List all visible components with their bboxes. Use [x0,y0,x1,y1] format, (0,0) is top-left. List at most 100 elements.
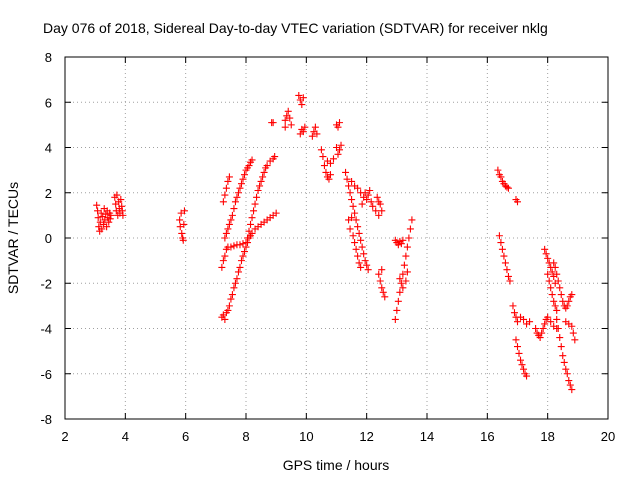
data-point [176,216,184,224]
data-point [237,257,245,265]
data-point [548,291,556,299]
data-point [358,243,366,251]
data-point [545,277,553,285]
data-point [378,207,386,215]
data-point [357,236,365,244]
data-point [351,239,359,247]
x-tick-label: 4 [122,429,129,444]
data-point [326,159,334,167]
y-tick-label: 0 [45,231,52,246]
data-point [319,153,327,161]
data-point [500,252,508,260]
data-point [106,215,114,223]
data-point [354,223,362,231]
data-point [565,377,573,385]
x-tick-label: 20 [601,429,615,444]
data-points [93,91,579,394]
data-point [568,322,576,330]
data-point [325,175,333,183]
data-point [224,225,232,233]
data-point [337,141,345,149]
data-point [118,207,126,215]
data-point [326,171,334,179]
data-point [234,189,242,197]
data-point [334,123,342,131]
data-point [550,297,558,305]
data-point [317,146,325,154]
data-point [343,175,351,183]
data-point [228,291,236,299]
data-point [248,214,256,222]
data-point [559,297,567,305]
x-axis-label: GPS time / hours [283,457,390,473]
data-point [364,266,372,274]
data-point [345,182,353,190]
y-tick-label: 2 [45,186,52,201]
data-point [234,268,242,276]
data-point [565,297,573,305]
data-point [544,313,552,321]
data-point [284,107,292,115]
data-point [225,220,233,228]
data-point [230,205,238,213]
data-point [240,171,248,179]
data-point [550,259,558,267]
data-point [509,302,517,310]
data-point [348,177,356,185]
data-point [228,211,236,219]
data-point [342,168,350,176]
data-point [94,214,102,222]
x-tick-label: 14 [420,429,434,444]
data-point [520,315,528,323]
data-point [556,284,564,292]
data-point [542,250,550,258]
data-point [520,365,528,373]
x-tick-label: 8 [242,429,249,444]
data-point [354,184,362,192]
data-point [568,291,576,299]
data-point [97,209,105,217]
data-point [403,268,411,276]
data-point [541,320,549,328]
y-tick-label: 6 [45,95,52,110]
data-point [562,365,570,373]
data-point [105,218,113,226]
data-point [551,302,559,310]
data-point [94,207,102,215]
data-point [366,186,374,194]
data-point [369,202,377,210]
data-point [239,252,247,260]
data-point [378,266,386,274]
data-point [544,270,552,278]
data-point [514,198,521,206]
data-point [248,156,256,164]
data-point [548,268,556,276]
data-point [363,261,371,269]
data-point [253,193,261,201]
x-tick-label: 18 [540,429,554,444]
data-point [107,211,115,219]
data-point [361,257,369,265]
data-point [400,261,408,269]
data-point [553,315,561,323]
data-point [180,207,188,215]
data-point [286,114,294,122]
data-point [351,209,359,217]
data-point [367,198,375,206]
data-point [355,229,363,237]
data-point [301,123,309,131]
y-tick-label: -2 [40,276,52,291]
data-point [236,263,244,271]
data-point [354,252,362,260]
data-point [397,279,405,287]
data-point [378,284,386,292]
data-point [560,358,568,366]
data-point [119,211,127,219]
data-point [179,236,187,244]
x-tick-label: 6 [182,429,189,444]
data-point [222,229,230,237]
data-point [397,240,405,248]
data-point [311,123,319,131]
data-point [320,162,328,170]
data-point [498,245,506,253]
